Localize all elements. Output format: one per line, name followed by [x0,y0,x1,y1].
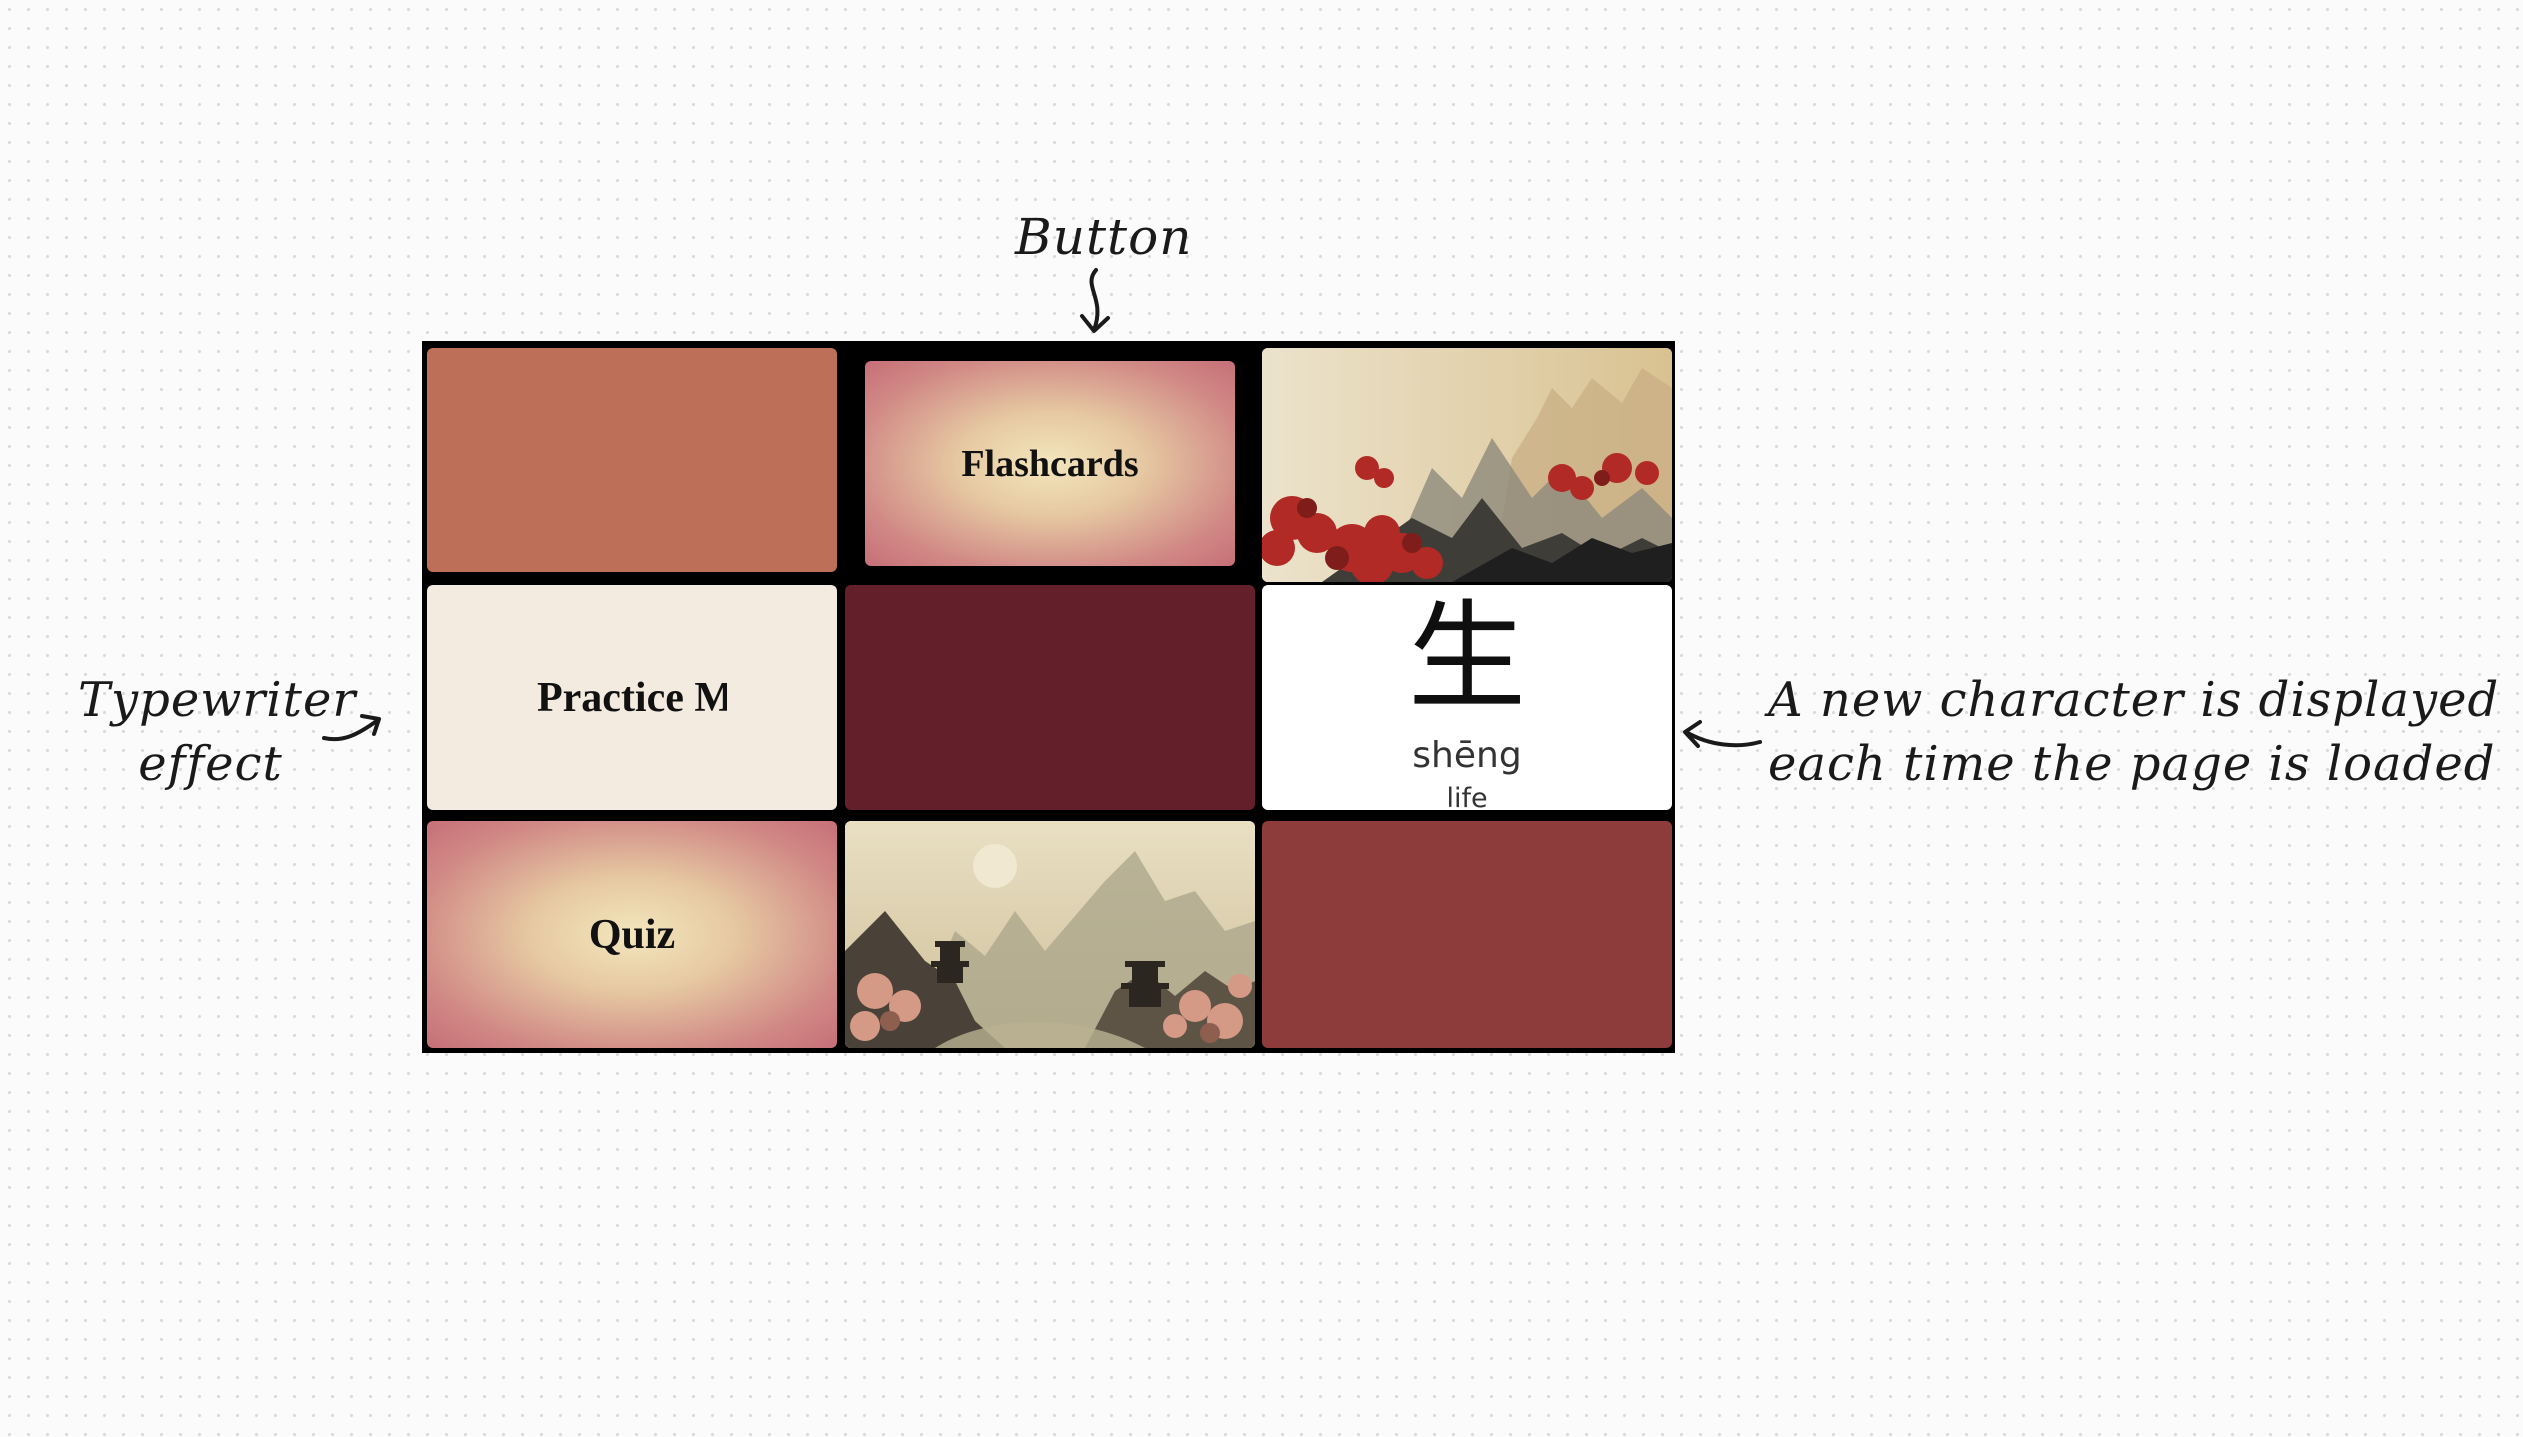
quiz-label: Quiz [588,911,676,958]
arrow-right-icon [322,714,381,742]
mountain-painting-image [1262,348,1672,582]
tile-red [1262,821,1672,1048]
arrow-down-icon [1080,268,1110,333]
character-meaning: life [1446,783,1488,811]
annotation-button: Button [1015,205,1192,269]
tile-maroon [845,585,1255,810]
practice-label: Practice M [537,674,727,721]
annotation-character-line2: each time the page is loaded [1768,736,2496,792]
tile-rust [427,348,837,572]
character-hanzi: 生 [1407,588,1526,726]
character-card: 生 shēng life [1262,585,1672,810]
bento-grid: Flashcards [422,341,1675,1053]
annotation-button-text: Button [1015,208,1193,266]
annotation-typewriter-line1: Typewriter [78,672,357,728]
practice-typewriter-tile[interactable]: Practice M [427,585,837,810]
character-pinyin: shēng [1412,735,1522,776]
flashcards-label: Flashcards [961,442,1139,485]
annotation-character-line1: A new character is displayed [1768,672,2500,728]
flashcards-button[interactable]: Flashcards [865,361,1235,566]
pagoda-landscape-image [845,821,1255,1048]
annotation-typewriter-line2: effect [138,736,283,792]
annotation-character: A new character is displayed each time t… [1768,668,2499,796]
quiz-button[interactable]: Quiz [427,821,837,1048]
annotation-typewriter: Typewriter effect [78,668,357,796]
arrow-left-icon [1683,720,1762,748]
